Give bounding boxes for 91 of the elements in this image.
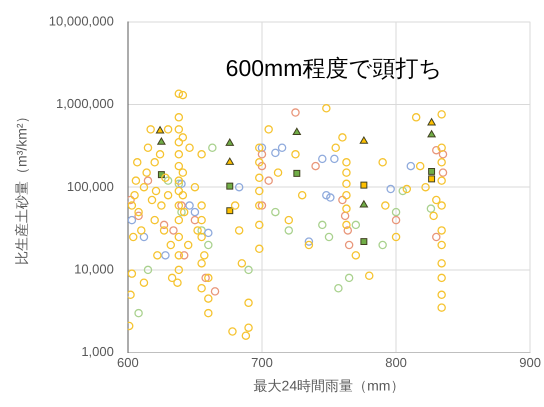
point: [226, 158, 234, 165]
point: [324, 232, 334, 242]
point: [326, 193, 335, 202]
point: [344, 240, 354, 250]
point: [338, 196, 347, 204]
point: [352, 220, 360, 230]
y-tick-label: 10,000: [74, 261, 114, 276]
point: [284, 226, 294, 235]
point: [185, 201, 194, 210]
point: [157, 138, 166, 145]
point: [438, 150, 448, 159]
point: [258, 201, 266, 210]
point: [204, 228, 213, 238]
point: [318, 220, 327, 230]
x-tick-label: 700: [251, 354, 273, 370]
point: [432, 146, 441, 154]
point: [177, 180, 186, 188]
point: [278, 143, 286, 152]
point: [128, 216, 136, 224]
point: [406, 162, 416, 170]
point: [264, 176, 273, 185]
point: [344, 226, 352, 235]
point: [140, 232, 148, 242]
point: [160, 220, 168, 230]
point: [334, 284, 343, 292]
point: [180, 251, 188, 260]
point: [258, 150, 266, 159]
point: [392, 208, 400, 216]
point: [190, 208, 200, 216]
y-axis-title: 比生産土砂量（m³/km²）: [13, 109, 30, 265]
point: [190, 216, 200, 224]
point: [432, 232, 441, 242]
point: [340, 212, 350, 220]
point: [271, 148, 280, 158]
point: [360, 238, 368, 246]
point: [197, 226, 206, 235]
y-tick-label: 10,000,000: [48, 13, 114, 28]
point: [428, 168, 436, 175]
point: [292, 128, 301, 135]
point: [386, 184, 395, 194]
point: [201, 274, 210, 282]
x-tick-label: 900: [519, 354, 542, 370]
point: [208, 143, 217, 152]
x-tick-label: 800: [385, 354, 407, 370]
point: [378, 240, 387, 250]
point: [134, 212, 143, 220]
point: [293, 170, 300, 177]
point: [438, 168, 448, 177]
point: [204, 240, 213, 250]
point: [427, 118, 436, 126]
point: [258, 143, 266, 152]
point: [226, 182, 234, 190]
point: [360, 200, 368, 208]
point: [304, 237, 314, 246]
point: [161, 251, 170, 260]
y-tick-label: 1,000,000: [56, 96, 114, 112]
point: [426, 204, 436, 213]
x-tick-label: 600: [117, 354, 139, 370]
point: [128, 196, 135, 204]
point: [318, 154, 327, 164]
point: [258, 162, 266, 170]
point: [311, 162, 320, 170]
point: [177, 201, 186, 210]
point: [226, 138, 234, 146]
point: [234, 182, 244, 192]
point: [271, 208, 280, 216]
point: [156, 126, 164, 134]
point: [330, 154, 339, 164]
point: [322, 190, 331, 200]
point: [210, 287, 220, 296]
point: [144, 266, 152, 274]
point: [427, 130, 436, 138]
point: [360, 136, 368, 144]
point: [392, 216, 400, 224]
annotation: 600mm程度で頭打ち: [226, 55, 442, 82]
point: [344, 274, 354, 282]
y-tick-label: 100,000: [66, 178, 114, 194]
point: [169, 226, 178, 235]
point: [174, 180, 184, 188]
x-axis-title: 最大24時間雨量（mm）: [254, 377, 404, 394]
point: [360, 182, 368, 189]
point: [398, 186, 408, 196]
point: [291, 108, 300, 117]
point: [134, 308, 143, 318]
point: [226, 207, 234, 214]
point: [144, 176, 152, 185]
point: [428, 175, 436, 182]
y-tick-label: 1,000: [81, 344, 114, 360]
point: [164, 176, 172, 185]
point: [177, 208, 186, 216]
point: [244, 266, 253, 274]
